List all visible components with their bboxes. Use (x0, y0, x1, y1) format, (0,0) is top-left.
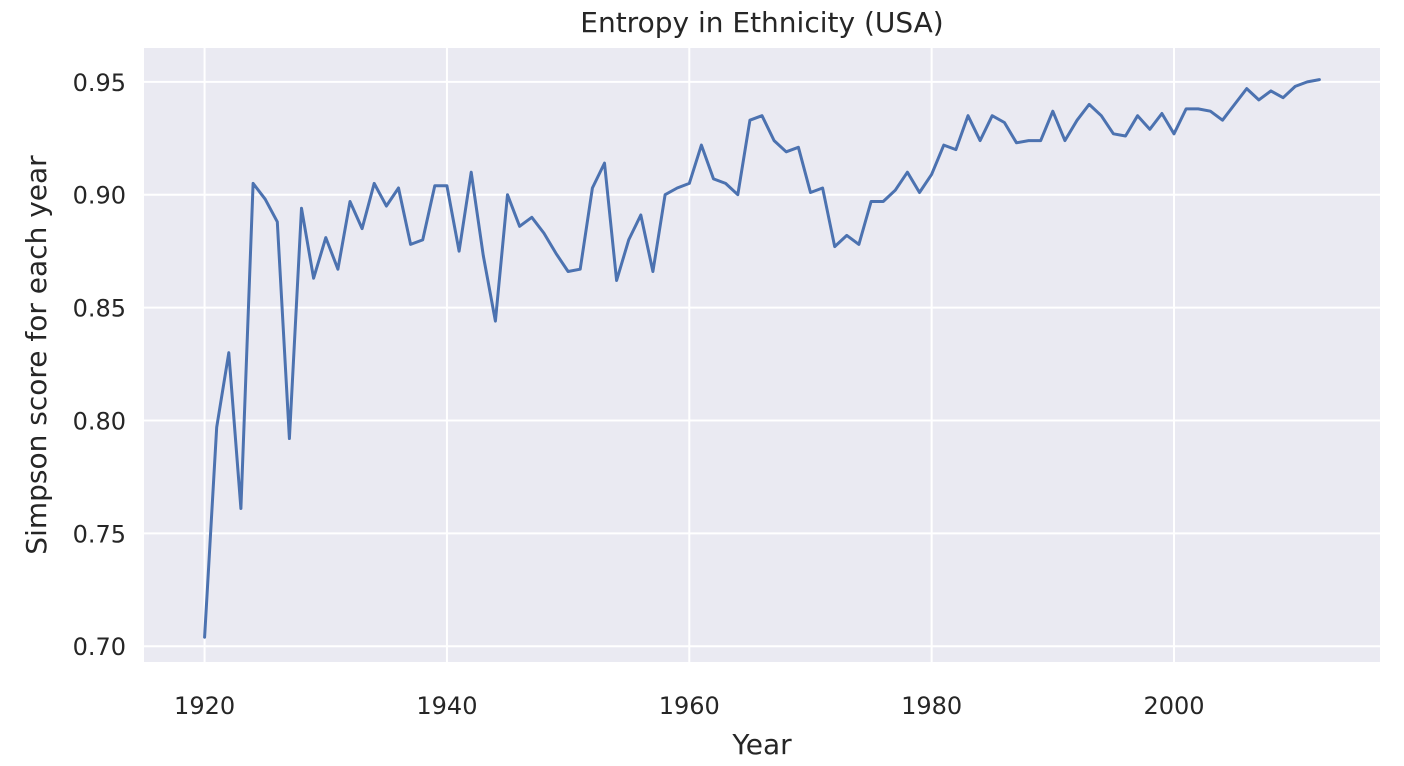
x-tick-label: 1920 (174, 692, 235, 720)
x-tick-label: 1980 (901, 692, 962, 720)
chart-title: Entropy in Ethnicity (USA) (580, 6, 943, 39)
x-gridlines (203, 48, 1175, 662)
series-layer (203, 78, 1321, 639)
y-tick-label: 0.70 (73, 633, 126, 661)
plot-area (144, 48, 1380, 662)
y-tick-label: 0.85 (73, 295, 126, 323)
y-gridlines (144, 80, 1380, 648)
y-tick-label: 0.80 (73, 407, 126, 435)
x-tick-label: 1960 (659, 692, 720, 720)
x-tick-label: 2000 (1143, 692, 1204, 720)
x-tick-labels: 1920 1940 1960 1980 2000 (174, 692, 1204, 720)
y-tick-label: 0.90 (73, 182, 126, 210)
x-tick-label: 1940 (416, 692, 477, 720)
x-axis-label: Year (731, 728, 792, 761)
y-tick-label: 0.95 (73, 69, 126, 97)
series-line (203, 78, 1321, 639)
y-axis-label: Simpson score for each year (20, 155, 53, 555)
y-tick-label: 0.75 (73, 520, 126, 548)
y-tick-labels: 0.70 0.75 0.80 0.85 0.90 0.95 (73, 69, 126, 661)
